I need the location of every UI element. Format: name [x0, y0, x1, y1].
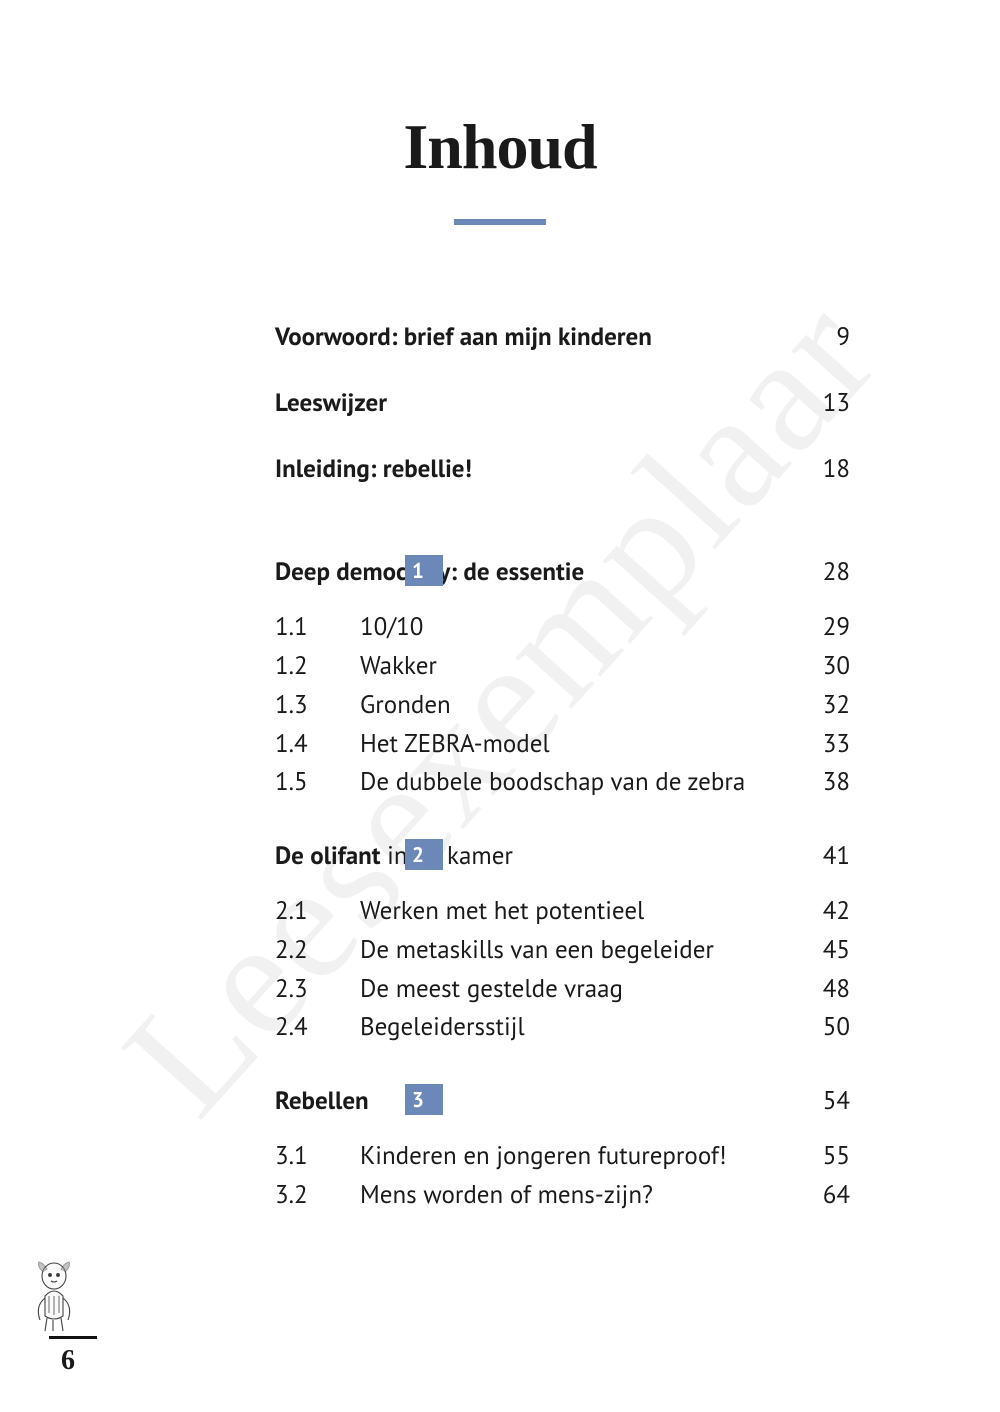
sub-title: De meest gestelde vraag	[360, 969, 810, 1008]
toc-entry-label: Leeswijzer	[275, 386, 810, 420]
toc-entry-page: 18	[810, 452, 850, 486]
sub-title: Begeleidersstijl	[360, 1007, 810, 1046]
sub-number: 1.5	[275, 762, 360, 801]
chapter-sub-list: 1.1 10/10 29 1.2 Wakker 30 1.3 Gronden 3…	[275, 607, 850, 801]
sub-title: De metaskills van een begeleider	[360, 930, 810, 969]
toc-chapter: 3 Rebellen 54 3.1 Kinderen en jongeren f…	[275, 1084, 850, 1214]
chapter-title: Deep democracy: de essentie	[275, 555, 810, 587]
sub-number: 2.1	[275, 891, 360, 930]
sub-number: 2.4	[275, 1007, 360, 1046]
toc-entry-label: Inleiding: rebellie!	[275, 452, 810, 486]
sub-title: Werken met het potentieel	[360, 891, 810, 930]
sub-page: 50	[810, 1007, 850, 1046]
sub-title: Mens worden of mens-zijn?	[360, 1175, 810, 1214]
chapter-sub-list: 2.1 Werken met het potentieel 42 2.2 De …	[275, 891, 850, 1046]
toc-sub-entry: 1.4 Het ZEBRA-model 33	[275, 724, 850, 763]
toc-intro-entry: Inleiding: rebellie! 18	[275, 452, 850, 486]
sub-page: 55	[810, 1136, 850, 1175]
toc-sub-entry: 3.2 Mens worden of mens-zijn? 64	[275, 1175, 850, 1214]
sub-number: 2.3	[275, 969, 360, 1008]
toc-intro-entry: Voorwoord: brief aan mijn kinderen 9	[275, 320, 850, 354]
toc-sub-entry: 2.1 Werken met het potentieel 42	[275, 891, 850, 930]
sub-number: 1.3	[275, 685, 360, 724]
sub-title: Kinderen en jongeren futureproof!	[360, 1136, 810, 1175]
toc-sub-entry: 2.2 De metaskills van een begeleider 45	[275, 930, 850, 969]
toc-list: Voorwoord: brief aan mijn kinderen 9 Lee…	[130, 320, 870, 1214]
sub-page: 38	[810, 762, 850, 801]
chapter-heading: De olifant in de kamer 41	[275, 839, 850, 871]
sub-number: 3.1	[275, 1136, 360, 1175]
sub-number: 1.2	[275, 646, 360, 685]
sub-title: De dubbele boodschap van de zebra	[360, 762, 810, 801]
page-title: Inhoud	[130, 110, 870, 184]
toc-chapter: 2 De olifant in de kamer 41 2.1 Werken m…	[275, 839, 850, 1046]
title-underline	[454, 219, 546, 225]
chapter-title: De olifant in de kamer	[275, 839, 810, 871]
page-number: 6	[61, 1345, 97, 1377]
chapter-heading: Rebellen 54	[275, 1084, 850, 1116]
toc-sub-entry: 2.4 Begeleidersstijl 50	[275, 1007, 850, 1046]
sub-title: Gronden	[360, 685, 810, 724]
sub-page: 29	[810, 607, 850, 646]
sub-page: 30	[810, 646, 850, 685]
chapter-page: 41	[810, 839, 850, 871]
sub-title: Het ZEBRA-model	[360, 724, 810, 763]
chapter-heading: Deep democracy: de essentie 28	[275, 555, 850, 587]
chapter-page: 28	[810, 555, 850, 587]
toc-sub-entry: 3.1 Kinderen en jongeren futureproof! 55	[275, 1136, 850, 1175]
sub-page: 48	[810, 969, 850, 1008]
toc-entry-page: 9	[810, 320, 850, 354]
page-footer: 6	[25, 1258, 97, 1377]
chapter-badge: 2	[405, 839, 443, 870]
toc-intro-entry: Leeswijzer 13	[275, 386, 850, 420]
sub-page: 33	[810, 724, 850, 763]
toc-sub-entry: 2.3 De meest gestelde vraag 48	[275, 969, 850, 1008]
sub-title: Wakker	[360, 646, 810, 685]
chapter-page: 54	[810, 1084, 850, 1116]
chapter-badge: 3	[405, 1084, 443, 1115]
toc-entry-page: 13	[810, 386, 850, 420]
chapter-title: Rebellen	[275, 1084, 810, 1116]
chapter-sub-list: 3.1 Kinderen en jongeren futureproof! 55…	[275, 1136, 850, 1214]
toc-sub-entry: 1.1 10/10 29	[275, 607, 850, 646]
toc-sub-entry: 1.5 De dubbele boodschap van de zebra 38	[275, 762, 850, 801]
sub-page: 64	[810, 1175, 850, 1214]
sub-number: 1.4	[275, 724, 360, 763]
footer-rule	[49, 1336, 97, 1339]
sub-title: 10/10	[360, 607, 810, 646]
sub-number: 2.2	[275, 930, 360, 969]
sub-number: 1.1	[275, 607, 360, 646]
toc-sub-entry: 1.2 Wakker 30	[275, 646, 850, 685]
toc-entry-label: Voorwoord: brief aan mijn kinderen	[275, 320, 810, 354]
sub-number: 3.2	[275, 1175, 360, 1214]
footer-illustration-icon	[25, 1258, 83, 1333]
page-content: Inhoud Voorwoord: brief aan mijn kindere…	[0, 0, 1000, 1214]
chapter-badge: 1	[405, 555, 443, 586]
toc-chapter: 1 Deep democracy: de essentie 28 1.1 10/…	[275, 555, 850, 801]
toc-sub-entry: 1.3 Gronden 32	[275, 685, 850, 724]
sub-page: 45	[810, 930, 850, 969]
sub-page: 42	[810, 891, 850, 930]
sub-page: 32	[810, 685, 850, 724]
